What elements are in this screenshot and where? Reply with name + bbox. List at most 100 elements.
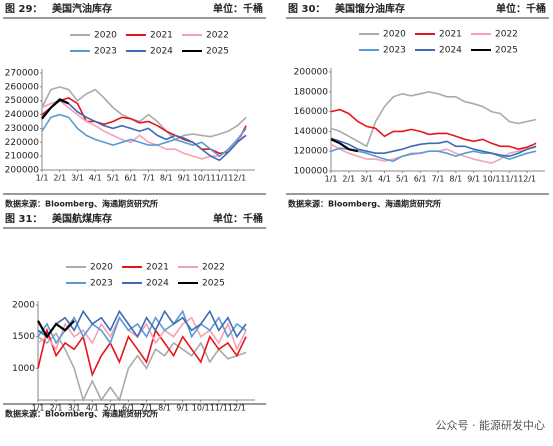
y-tick-label: 2000 [12, 301, 35, 311]
unit: 单位：千桶 [496, 2, 546, 15]
legend-label: 2022 [202, 263, 225, 273]
x-tick-label: 9/1 [176, 404, 189, 413]
x-tick-label: 7/1 [140, 404, 153, 413]
x-tick-label: 5/1 [396, 175, 409, 184]
x-tick-label: 12/1 [518, 175, 536, 184]
x-tick-label: 6/1 [124, 174, 137, 183]
x-tick-label: 5/1 [107, 174, 120, 183]
y-tick-label: 100000 [294, 167, 329, 177]
y-tick-label: 210000 [5, 152, 40, 162]
y-tick-label: 200000 [5, 166, 40, 176]
legend-label: 2025 [206, 47, 229, 57]
chart-title: 美国汽油库存 [52, 2, 112, 15]
x-tick-label: 10/1 [193, 174, 211, 183]
y-tick-label: 230000 [5, 124, 40, 134]
x-tick-label: 1/1 [32, 404, 45, 413]
source: 数据来源：Bloomberg、海通期货研究所 [5, 409, 158, 419]
legend-label: 2023 [90, 279, 113, 289]
y-tick-label: 1500 [12, 332, 35, 342]
x-tick-label: 8/1 [160, 174, 173, 183]
legend-label: 2024 [146, 279, 169, 289]
x-tick-label: 3/1 [360, 175, 373, 184]
legend-label: 2022 [206, 31, 229, 41]
y-tick-label: 160000 [294, 107, 329, 117]
x-tick-label: 4/1 [89, 174, 102, 183]
x-tick-label: 8/1 [158, 404, 171, 413]
x-tick-label: 5/1 [104, 404, 117, 413]
y-tick-label: 270000 [5, 69, 40, 79]
series-line [330, 108, 537, 151]
figure-number: 图 31： [5, 213, 42, 225]
y-tick-label: 1000 [12, 364, 35, 374]
x-tick-label: 10/1 [483, 175, 501, 184]
series-line [330, 90, 537, 148]
legend-label: 2021 [146, 263, 169, 273]
x-tick-label: 10/1 [192, 404, 210, 413]
x-tick-label: 12/1 [228, 174, 246, 183]
x-tick-label: 11/1 [500, 175, 518, 184]
legend-label: 2021 [150, 31, 173, 41]
x-tick-label: 3/1 [71, 174, 84, 183]
legend-label: 2022 [495, 30, 518, 40]
legend-label: 2020 [383, 30, 406, 40]
x-tick-label: 3/1 [68, 404, 81, 413]
legend-label: 2020 [94, 31, 117, 41]
x-tick-label: 1/1 [325, 175, 338, 184]
unit: 单位：千桶 [213, 2, 263, 15]
legend-label: 2024 [439, 46, 462, 56]
series-line [41, 113, 247, 158]
series-line [330, 147, 537, 162]
figure-number: 图 29： [5, 3, 42, 15]
series-line [37, 309, 247, 339]
x-tick-label: 8/1 [449, 175, 462, 184]
chart-title: 美国航煤库存 [52, 212, 112, 225]
x-tick-label: 9/1 [467, 175, 480, 184]
y-tick-label: 220000 [5, 138, 40, 148]
x-tick-label: 1/1 [36, 174, 49, 183]
y-tick-label: 120000 [294, 147, 329, 157]
x-tick-label: 2/1 [53, 174, 66, 183]
x-tick-label: 12/1 [228, 404, 246, 413]
series-line [41, 99, 247, 162]
x-tick-label: 6/1 [414, 175, 427, 184]
y-tick-label: 240000 [5, 110, 40, 120]
legend-label: 2023 [94, 47, 117, 57]
y-tick-label: 260000 [5, 82, 40, 92]
legend-label: 2025 [495, 46, 518, 56]
series-line [330, 138, 359, 153]
x-tick-label: 6/1 [122, 404, 135, 413]
source: 数据来源：Bloomberg、海通期货研究所 [288, 199, 441, 209]
legend-label: 2024 [150, 47, 173, 57]
x-tick-label: 7/1 [432, 175, 445, 184]
x-tick-label: 2/1 [50, 404, 63, 413]
legend-label: 2025 [202, 279, 225, 289]
source: 数据来源：Bloomberg、海通期货研究所 [5, 199, 158, 209]
series-line [330, 143, 537, 164]
x-tick-label: 2/1 [342, 175, 355, 184]
x-tick-label: 7/1 [142, 174, 155, 183]
y-tick-label: 250000 [5, 96, 40, 106]
chart-title: 美国馏分油库存 [335, 2, 405, 15]
watermark: 公众号 · 能源研发中心 [436, 418, 546, 432]
y-tick-label: 140000 [294, 127, 329, 137]
x-tick-label: 9/1 [178, 174, 191, 183]
y-tick-label: 180000 [294, 87, 329, 97]
figure-number: 图 30： [288, 3, 325, 15]
x-tick-label: 11/1 [211, 174, 229, 183]
legend-label: 2020 [90, 263, 113, 273]
legend-label: 2023 [383, 46, 406, 56]
series-line [37, 327, 247, 378]
x-tick-label: 4/1 [86, 404, 99, 413]
x-tick-label: 4/1 [378, 175, 391, 184]
x-tick-label: 11/1 [210, 404, 228, 413]
series-line [37, 309, 247, 345]
series-line [37, 332, 247, 403]
series-line [330, 137, 537, 158]
series-line [41, 86, 247, 141]
series-line [41, 97, 70, 120]
legend-label: 2021 [439, 30, 462, 40]
unit: 单位：千桶 [213, 212, 263, 225]
y-tick-label: 200000 [294, 68, 329, 78]
